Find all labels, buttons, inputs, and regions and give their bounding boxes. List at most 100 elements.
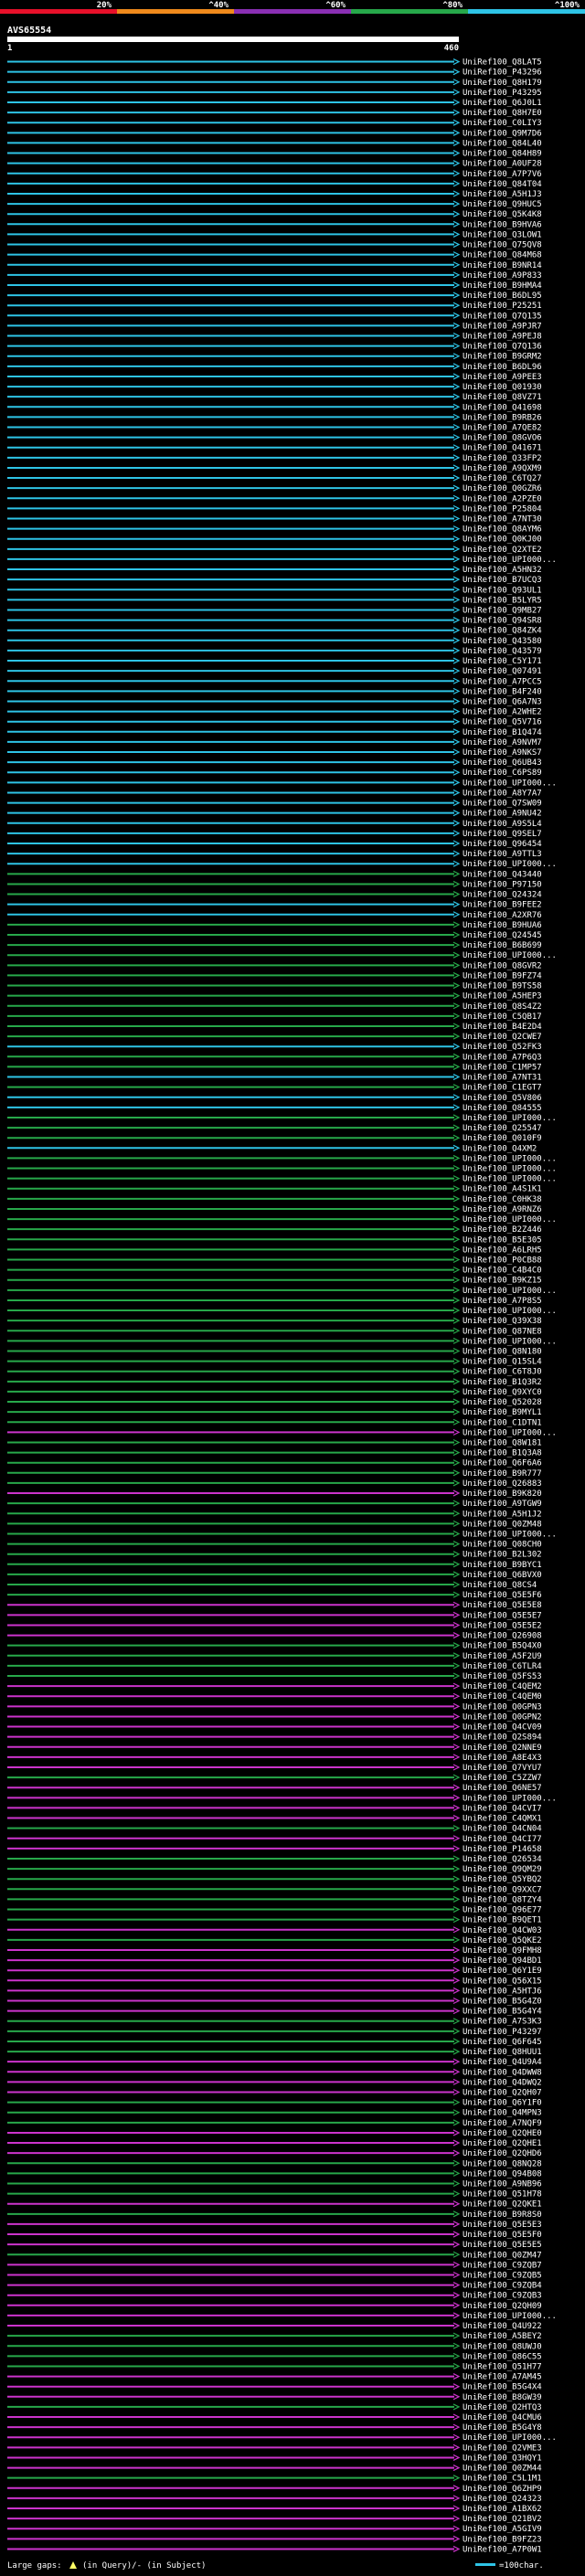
hit-label[interactable]: UniRef100_Q6J0L1: [463, 99, 542, 108]
hit-label[interactable]: UniRef100_A7NT30: [463, 514, 542, 524]
hit-label[interactable]: UniRef100_P25804: [463, 504, 542, 514]
hit-label[interactable]: UniRef100_C6TLR4: [463, 1662, 542, 1671]
hit-label[interactable]: UniRef100_Q4CW03: [463, 1926, 542, 1935]
hit-label[interactable]: UniRef100_Q7Q136: [463, 343, 542, 352]
hit-label[interactable]: UniRef100_B5E305: [463, 1235, 542, 1245]
hit-label[interactable]: UniRef100_P43296: [463, 69, 542, 78]
hit-label[interactable]: UniRef100_A9P833: [463, 271, 542, 281]
hit-label[interactable]: UniRef100_A2XR76: [463, 911, 542, 920]
hit-label[interactable]: UniRef100_Q24323: [463, 2495, 542, 2504]
hit-label[interactable]: UniRef100_Q5E5E2: [463, 1621, 542, 1630]
hit-label[interactable]: UniRef100_UPI000...: [463, 1428, 557, 1437]
hit-label[interactable]: UniRef100_UPI000...: [463, 1287, 557, 1296]
hit-label[interactable]: UniRef100_Q8TZY4: [463, 1895, 542, 1904]
hit-label[interactable]: UniRef100_A1BX62: [463, 2505, 542, 2514]
hit-label[interactable]: UniRef100_Q96E77: [463, 1906, 542, 1915]
hit-label[interactable]: UniRef100_A9NB96: [463, 2179, 542, 2189]
hit-label[interactable]: UniRef100_Q7VYU7: [463, 1764, 542, 1773]
hit-label[interactable]: UniRef100_Q6F645: [463, 2038, 542, 2047]
hit-label[interactable]: UniRef100_Q5K4K8: [463, 210, 542, 219]
hit-label[interactable]: UniRef100_B9FEE2: [463, 901, 542, 910]
hit-label[interactable]: UniRef100_Q6UB43: [463, 758, 542, 768]
hit-label[interactable]: UniRef100_Q24545: [463, 931, 542, 940]
hit-label[interactable]: UniRef100_Q2QHE1: [463, 2139, 542, 2148]
hit-label[interactable]: UniRef100_Q2QKE1: [463, 2200, 542, 2210]
hit-label[interactable]: UniRef100_Q6Y1F0: [463, 2099, 542, 2108]
hit-label[interactable]: UniRef100_Q5E5E3: [463, 2221, 542, 2230]
hit-label[interactable]: UniRef100_UPI000...: [463, 556, 557, 565]
hit-label[interactable]: UniRef100_A9TTL3: [463, 850, 542, 859]
hit-label[interactable]: UniRef100_A7P0W1: [463, 2545, 542, 2554]
hit-label[interactable]: UniRef100_C9ZQB5: [463, 2271, 542, 2280]
hit-label[interactable]: UniRef100_Q52FK3: [463, 1043, 542, 1052]
hit-label[interactable]: UniRef100_Q6F6A6: [463, 1459, 542, 1468]
hit-label[interactable]: UniRef100_Q87NE8: [463, 1327, 542, 1336]
hit-label[interactable]: UniRef100_Q8NQ28: [463, 2159, 542, 2168]
hit-label[interactable]: UniRef100_A7P7V6: [463, 170, 542, 179]
hit-label[interactable]: UniRef100_B6DL96: [463, 363, 542, 372]
hit-label[interactable]: UniRef100_Q4CMU6: [463, 2413, 542, 2422]
hit-label[interactable]: UniRef100_UPI000...: [463, 1165, 557, 1174]
hit-label[interactable]: UniRef100_UPI000...: [463, 779, 557, 788]
hit-label[interactable]: UniRef100_Q4CVI7: [463, 1804, 542, 1813]
hit-label[interactable]: UniRef100_Q26534: [463, 1855, 542, 1864]
hit-label[interactable]: UniRef100_A5GIV9: [463, 2525, 542, 2534]
hit-label[interactable]: UniRef100_C6PS89: [463, 769, 542, 778]
hit-label[interactable]: UniRef100_Q26908: [463, 1632, 542, 1641]
hit-label[interactable]: UniRef100_B9FZ23: [463, 2535, 542, 2544]
hit-label[interactable]: UniRef100_Q94B08: [463, 2169, 542, 2178]
hit-label[interactable]: UniRef100_Q51H77: [463, 2362, 542, 2371]
hit-label[interactable]: UniRef100_Q9XXC7: [463, 1885, 542, 1894]
hit-label[interactable]: UniRef100_B9HMA4: [463, 281, 542, 291]
hit-label[interactable]: UniRef100_Q0ZM44: [463, 2465, 542, 2474]
hit-label[interactable]: UniRef100_A9PEE3: [463, 373, 542, 382]
hit-label[interactable]: UniRef100_Q5YBQ2: [463, 1875, 542, 1884]
hit-label[interactable]: UniRef100_A2PZE0: [463, 494, 542, 504]
hit-label[interactable]: UniRef100_P97150: [463, 880, 542, 889]
hit-label[interactable]: UniRef100_UPI000...: [463, 1307, 557, 1316]
hit-label[interactable]: UniRef100_A9NU42: [463, 810, 542, 819]
hit-label[interactable]: UniRef100_Q9M7D6: [463, 129, 542, 138]
hit-label[interactable]: UniRef100_B9NR14: [463, 261, 542, 270]
hit-label[interactable]: UniRef100_Q43440: [463, 870, 542, 879]
hit-label[interactable]: UniRef100_B4E2D4: [463, 1023, 542, 1032]
hit-label[interactable]: UniRef100_UPI000...: [463, 1175, 557, 1184]
hit-label[interactable]: UniRef100_UPI000...: [463, 1215, 557, 1224]
hit-label[interactable]: UniRef100_UPI000...: [463, 1114, 557, 1123]
hit-label[interactable]: UniRef100_Q8GVO6: [463, 434, 542, 443]
hit-label[interactable]: UniRef100_Q2S894: [463, 1733, 542, 1743]
hit-label[interactable]: UniRef100_Q84ZK4: [463, 627, 542, 636]
hit-label[interactable]: UniRef100_A9NKS7: [463, 748, 542, 758]
hit-label[interactable]: UniRef100_Q5FS53: [463, 1672, 542, 1681]
hit-label[interactable]: UniRef100_B5G4X4: [463, 2383, 542, 2392]
hit-label[interactable]: UniRef100_B2Z446: [463, 1225, 542, 1235]
hit-label[interactable]: UniRef100_Q39X38: [463, 1317, 542, 1326]
hit-label[interactable]: UniRef100_Q41671: [463, 444, 542, 453]
hit-label[interactable]: UniRef100_A8Y7A7: [463, 789, 542, 798]
hit-label[interactable]: UniRef100_A5BEY2: [463, 2332, 542, 2341]
hit-label[interactable]: UniRef100_Q0ZM48: [463, 1520, 542, 1529]
hit-label[interactable]: UniRef100_Q84L40: [463, 139, 542, 148]
hit-label[interactable]: UniRef100_A2WHE2: [463, 708, 542, 717]
hit-label[interactable]: UniRef100_B9TS58: [463, 982, 542, 991]
hit-label[interactable]: UniRef100_Q08CH0: [463, 1541, 542, 1550]
hit-label[interactable]: UniRef100_Q43579: [463, 647, 542, 656]
hit-label[interactable]: UniRef100_Q96454: [463, 840, 542, 849]
hit-label[interactable]: UniRef100_C1DTN1: [463, 1418, 542, 1427]
hit-label[interactable]: UniRef100_A7AM45: [463, 2373, 542, 2382]
hit-label[interactable]: UniRef100_B5G4Y4: [463, 2008, 542, 2017]
hit-label[interactable]: UniRef100_B9KZ15: [463, 1277, 542, 1286]
hit-label[interactable]: UniRef100_Q07491: [463, 667, 542, 676]
hit-label[interactable]: UniRef100_Q2QHE0: [463, 2129, 542, 2138]
hit-label[interactable]: UniRef100_C0HK38: [463, 1195, 542, 1204]
hit-label[interactable]: UniRef100_A9S5L4: [463, 820, 542, 829]
hit-label[interactable]: UniRef100_B2L302: [463, 1551, 542, 1560]
hit-label[interactable]: UniRef100_Q26883: [463, 1479, 542, 1489]
hit-label[interactable]: UniRef100_B6DL95: [463, 292, 542, 301]
hit-label[interactable]: UniRef100_B9GRM2: [463, 353, 542, 362]
hit-label[interactable]: UniRef100_Q25547: [463, 1124, 542, 1133]
hit-label[interactable]: UniRef100_A9NVM7: [463, 738, 542, 747]
hit-label[interactable]: UniRef100_B9QET1: [463, 1916, 542, 1925]
hit-label[interactable]: UniRef100_Q9SEL7: [463, 830, 542, 839]
hit-label[interactable]: UniRef100_B5LYR5: [463, 596, 542, 605]
